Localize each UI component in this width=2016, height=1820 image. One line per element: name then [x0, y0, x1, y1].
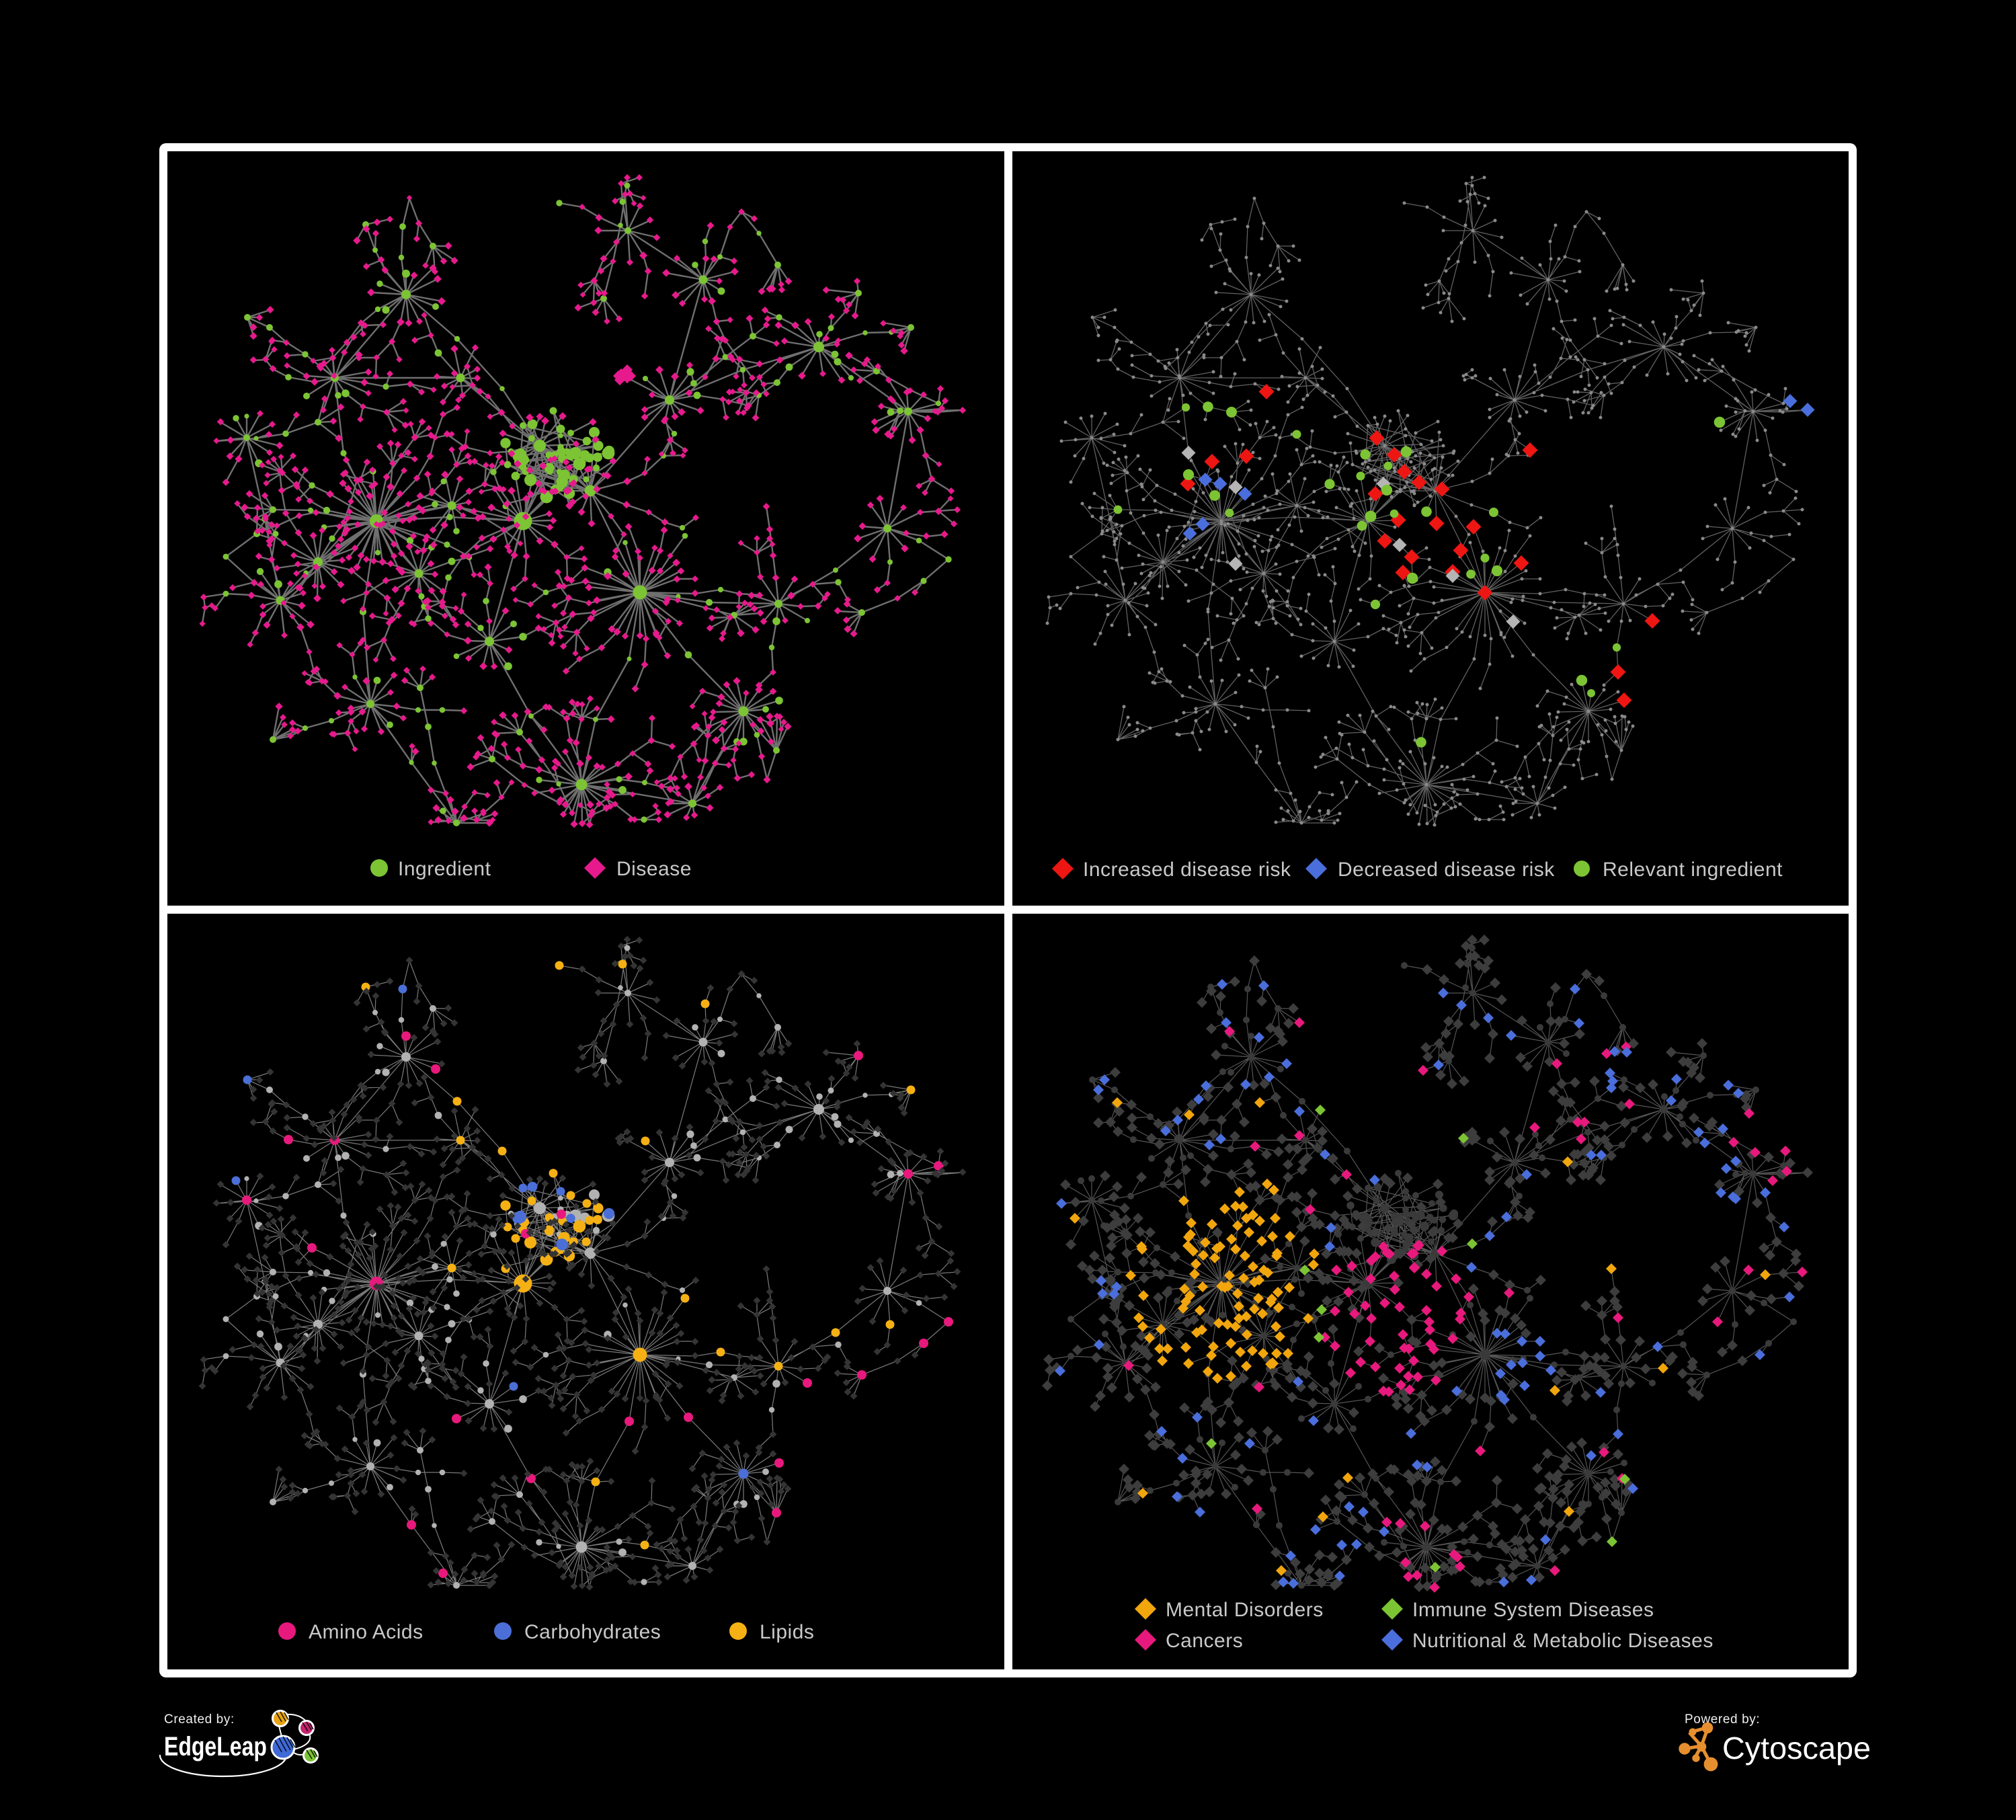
svg-text:EdgeLeap: EdgeLeap [164, 1731, 267, 1762]
svg-text:Relevant ingredient: Relevant ingredient [1603, 859, 1783, 881]
svg-text:Created by:: Created by: [164, 1712, 235, 1727]
svg-text:Powered by:: Powered by: [1685, 1712, 1760, 1727]
svg-text:Immune System Diseases: Immune System Diseases [1412, 1599, 1654, 1621]
svg-text:Nutritional & Metabolic Diseas: Nutritional & Metabolic Diseases [1412, 1630, 1713, 1652]
svg-text:Ingredient: Ingredient [398, 858, 491, 880]
svg-text:Decreased disease risk: Decreased disease risk [1338, 859, 1555, 881]
svg-text:Cancers: Cancers [1166, 1630, 1243, 1652]
svg-text:Amino Acids: Amino Acids [309, 1621, 424, 1643]
svg-text:Carbohydrates: Carbohydrates [524, 1621, 661, 1643]
svg-text:Cytoscape: Cytoscape [1722, 1731, 1871, 1766]
svg-text:Increased disease risk: Increased disease risk [1083, 859, 1291, 881]
svg-text:Lipids: Lipids [760, 1621, 814, 1643]
svg-text:Mental Disorders: Mental Disorders [1166, 1599, 1324, 1621]
svg-text:Disease: Disease [616, 858, 692, 880]
